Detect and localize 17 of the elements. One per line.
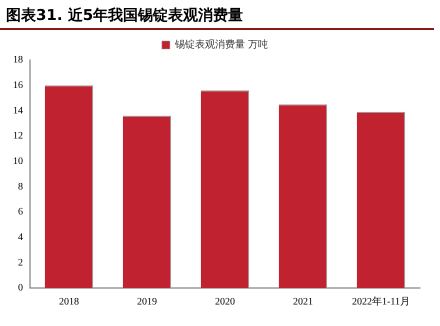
x-tick-label: 2020 (215, 296, 235, 308)
legend-label: 锡锭表观消费量 万吨 (174, 38, 268, 51)
y-tick-label: 4 (18, 232, 23, 243)
y-tick-label: 6 (18, 206, 23, 218)
y-tick-label: 14 (13, 105, 23, 116)
y-tick-label: 16 (13, 80, 23, 91)
chart-title: 图表31. 近5年我国锡锭表观消费量 (0, 2, 434, 30)
y-tick-label: 18 (13, 54, 23, 66)
y-tick-label: 10 (13, 156, 23, 167)
x-tick-label: 2019 (137, 296, 157, 308)
y-tick-label: 8 (18, 181, 23, 192)
y-tick-label: 12 (13, 130, 23, 142)
x-tick-label: 2022年1-11月 (352, 296, 410, 308)
x-tick-label: 2018 (59, 296, 79, 308)
y-tick-label: 2 (18, 257, 23, 268)
y-tick-label: 0 (18, 282, 23, 294)
x-tick-label: 2021 (293, 296, 313, 308)
